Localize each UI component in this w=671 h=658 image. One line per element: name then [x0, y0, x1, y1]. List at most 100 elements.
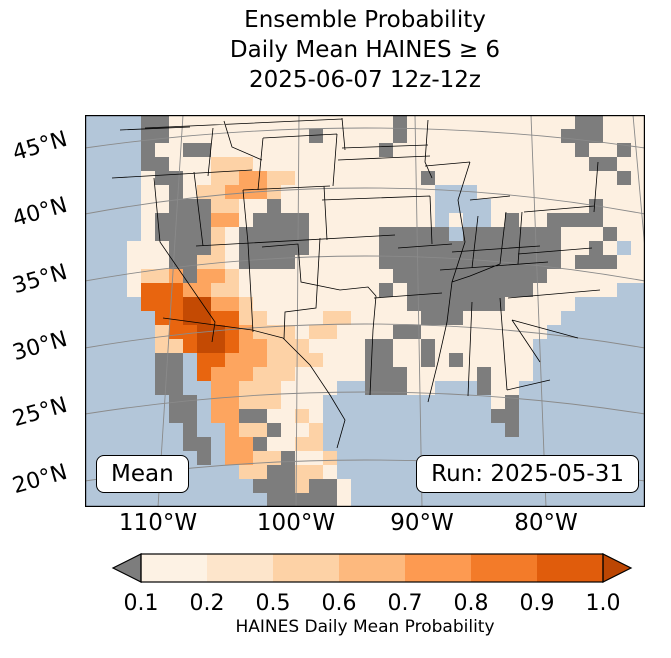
grid-cell: [253, 115, 267, 129]
grid-cell: [561, 213, 575, 227]
grid-cell: [631, 143, 645, 157]
grid-cell: [351, 325, 365, 339]
grid-cell: [267, 255, 281, 269]
grid-cell: [141, 185, 155, 199]
grid-cell: [505, 395, 519, 409]
grid-cell: [351, 339, 365, 353]
grid-cell: [141, 171, 155, 185]
grid-cell: [505, 339, 519, 353]
latitude-gridlines: [84, 127, 646, 482]
grid-cell: [491, 199, 505, 213]
grid-cell: [351, 185, 365, 199]
grid-cell: [253, 283, 267, 297]
grid-cell: [337, 185, 351, 199]
grid-cell: [421, 129, 435, 143]
grid-cell: [295, 451, 309, 465]
grid-cell: [365, 325, 379, 339]
grid-cell: [309, 479, 323, 493]
grid-cell: [547, 157, 561, 171]
grid-cell: [547, 185, 561, 199]
grid-cell: [477, 311, 491, 325]
grid-cell: [295, 367, 309, 381]
grid-cell: [253, 255, 267, 269]
grid-cell: [477, 283, 491, 297]
grid-cell: [561, 269, 575, 283]
grid-cell: [281, 171, 295, 185]
grid-cell: [491, 129, 505, 143]
grid-cell: [267, 423, 281, 437]
grid-cell: [533, 311, 547, 325]
grid-cell: [575, 241, 589, 255]
grid-cell: [295, 311, 309, 325]
grid-cell: [197, 451, 211, 465]
grid-cell: [505, 115, 519, 129]
grid-cell: [295, 353, 309, 367]
grid-cell: [533, 269, 547, 283]
grid-cell: [253, 297, 267, 311]
x-tick-110w: 110°W: [118, 510, 198, 536]
grid-cell: [519, 339, 533, 353]
grid-cell: [211, 199, 225, 213]
grid-cell: [281, 185, 295, 199]
grid-cell: [169, 297, 183, 311]
grid-cell: [491, 227, 505, 241]
grid-cell: [435, 171, 449, 185]
grid-cell: [211, 339, 225, 353]
grid-cell: [407, 283, 421, 297]
grid-cell: [141, 157, 155, 171]
grid-cell: [505, 381, 519, 395]
y-tick-35n: 35°N: [9, 259, 71, 300]
grid-cell: [281, 423, 295, 437]
colorbar-tick: 0.2: [190, 591, 225, 616]
grid-cell: [505, 199, 519, 213]
grid-cell: [407, 367, 421, 381]
grid-cell: [155, 339, 169, 353]
grid-cell: [323, 297, 337, 311]
grid-cell: [421, 171, 435, 185]
grid-cell: [211, 241, 225, 255]
grid-cell: [351, 255, 365, 269]
grid-cell: [323, 493, 337, 507]
grid-cell: [267, 241, 281, 255]
grid-cell: [309, 129, 323, 143]
grid-cell: [393, 157, 407, 171]
grid-cell: [365, 129, 379, 143]
grid-cell: [281, 227, 295, 241]
grid-cell: [337, 171, 351, 185]
grid-cell: [449, 129, 463, 143]
grid-cell: [267, 213, 281, 227]
grid-cell: [183, 199, 197, 213]
grid-cell: [239, 171, 253, 185]
grid-cell: [337, 325, 351, 339]
grid-cell: [295, 143, 309, 157]
grid-cell: [253, 199, 267, 213]
grid-cell: [253, 395, 267, 409]
grid-cell: [309, 339, 323, 353]
grid-cell: [239, 297, 253, 311]
grid-cell: [631, 199, 645, 213]
grid-cell: [295, 409, 309, 423]
grid-cell: [211, 255, 225, 269]
grid-cell: [337, 241, 351, 255]
grid-cell: [309, 171, 323, 185]
grid-cell: [225, 409, 239, 423]
grid-cell: [365, 367, 379, 381]
grid-cell: [379, 213, 393, 227]
grid-cell: [477, 143, 491, 157]
grid-cell: [547, 227, 561, 241]
grid-cell: [337, 297, 351, 311]
grid-cell: [225, 185, 239, 199]
grid-cell: [155, 115, 169, 129]
grid-cell: [169, 339, 183, 353]
grid-cell: [337, 255, 351, 269]
mean-label-box: Mean: [96, 455, 189, 493]
grid-cell: [561, 143, 575, 157]
grid-cell: [183, 227, 197, 241]
grid-cell: [127, 241, 141, 255]
grid-cell: [337, 311, 351, 325]
grid-cell: [351, 241, 365, 255]
grid-cell: [323, 199, 337, 213]
grid-cell: [197, 129, 211, 143]
grid-cell: [421, 297, 435, 311]
grid-cell: [435, 255, 449, 269]
